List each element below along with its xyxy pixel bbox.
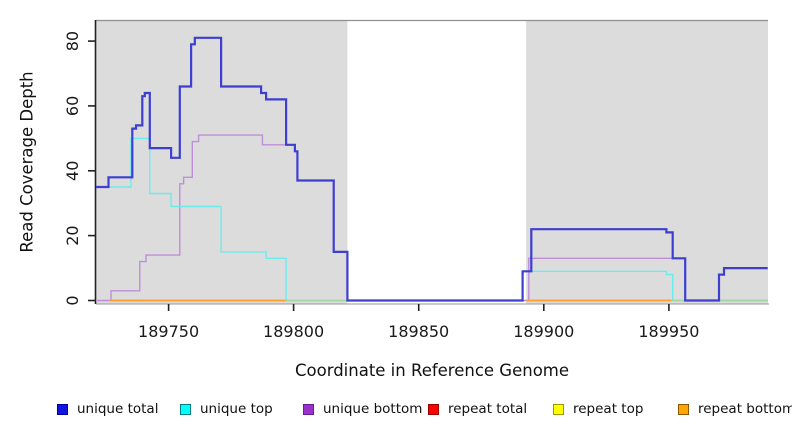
y-tick-label: 20 (63, 225, 82, 245)
y-tick-label: 60 (63, 96, 82, 116)
series-unique-total-line (96, 36, 768, 302)
x-tick-label: 189800 (263, 322, 324, 341)
y-tick-label: 0 (63, 295, 82, 305)
y-tick-label: 40 (63, 161, 82, 181)
x-tick-label: 189850 (388, 322, 449, 341)
shaded-region-2 (526, 20, 768, 304)
y-tick-label: 80 (63, 31, 82, 51)
x-axis-title: Coordinate in Reference Genome (294, 361, 570, 380)
x-tick-label: 189900 (513, 322, 574, 341)
x-tick-label: 189950 (638, 322, 699, 341)
x-tick-label: 189750 (138, 322, 199, 341)
y-axis-title: Read Coverage Depth (17, 71, 37, 253)
